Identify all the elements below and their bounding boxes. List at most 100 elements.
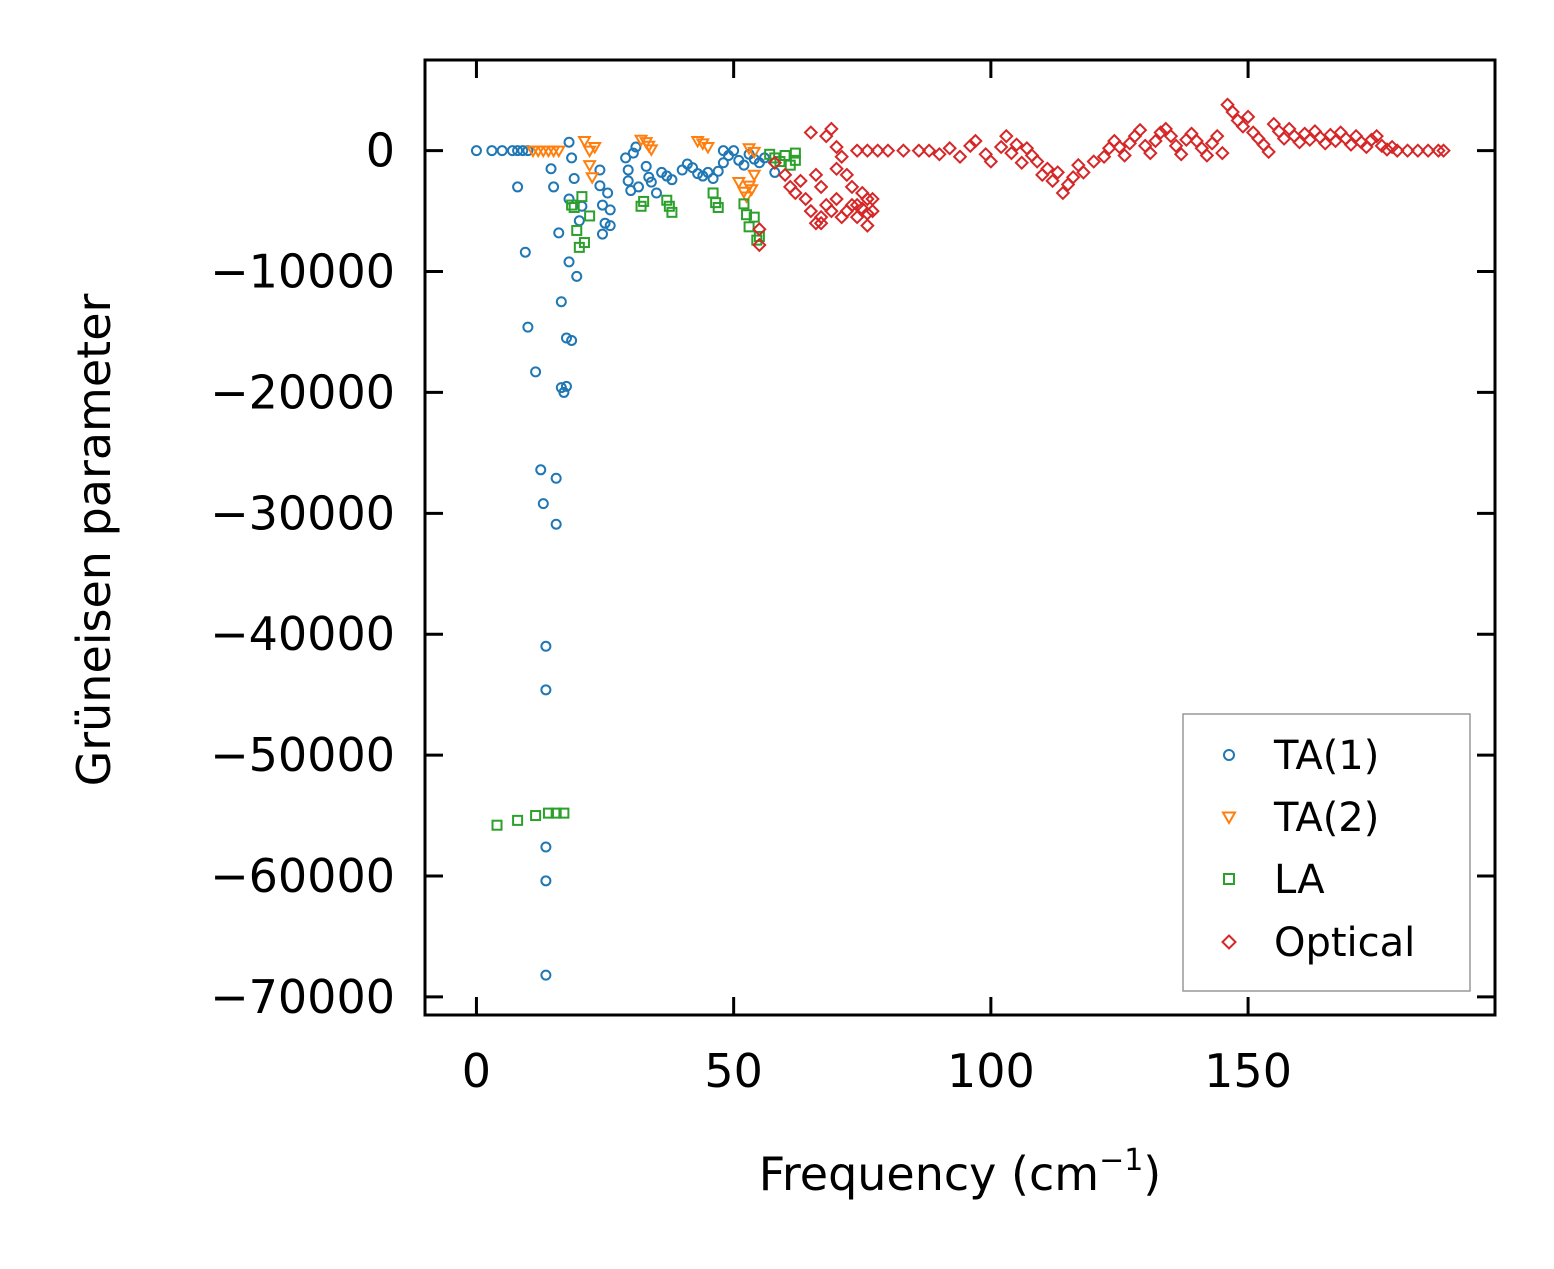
data-point — [738, 198, 750, 210]
data-point — [860, 143, 875, 158]
data-point — [558, 807, 570, 819]
data-point — [1436, 143, 1451, 158]
data-points — [470, 97, 1451, 981]
data-point — [1400, 143, 1415, 158]
data-point — [486, 145, 498, 157]
legend-marker — [1223, 873, 1235, 885]
data-point — [620, 152, 632, 164]
data-point — [741, 143, 757, 156]
legend: TA(1) TA(2) LA Optical — [1182, 713, 1471, 992]
y-tick-label: −20000 — [210, 365, 395, 419]
data-point — [550, 518, 562, 530]
x-tick-label: 50 — [704, 1044, 763, 1098]
data-point — [707, 172, 719, 184]
y-axis-ticks: 0 −10000 −20000 −30000 −40000 −50000 −60000 −70… — [210, 124, 1495, 1024]
data-point — [566, 152, 578, 164]
data-point — [803, 203, 819, 219]
data-point — [587, 141, 602, 155]
plot-frame — [423, 58, 1497, 1017]
data-point — [952, 149, 968, 164]
data-point — [789, 154, 801, 166]
data-point — [506, 145, 518, 157]
data-point — [1055, 185, 1071, 201]
data-point — [1004, 145, 1019, 161]
data-point — [767, 155, 783, 171]
data-point — [942, 140, 957, 156]
data-point — [1168, 138, 1184, 154]
data-point — [803, 125, 819, 140]
data-point — [604, 204, 616, 216]
data-point — [1389, 143, 1405, 158]
data-point — [530, 366, 542, 378]
legend-label: TA(1) — [1273, 733, 1379, 779]
data-point — [551, 145, 566, 159]
data-point — [666, 174, 678, 186]
data-point — [666, 206, 678, 218]
data-point — [999, 128, 1014, 144]
x-axis-ticks: 0 50 100 150 — [462, 60, 1292, 1098]
data-point — [555, 296, 567, 308]
data-point — [829, 139, 844, 155]
data-point — [824, 203, 839, 219]
data-point — [1040, 161, 1055, 177]
legend-marker — [1221, 811, 1237, 826]
data-point — [692, 168, 704, 180]
legend-label: Optical — [1274, 920, 1415, 966]
data-point — [550, 807, 562, 819]
data-point — [519, 246, 531, 258]
data-point — [599, 217, 611, 229]
series-la — [491, 147, 801, 831]
x-tick-label: 100 — [947, 1044, 1035, 1098]
data-point — [1132, 122, 1148, 138]
data-point — [577, 135, 592, 149]
data-point — [1261, 144, 1276, 160]
data-point — [496, 145, 508, 157]
data-point — [512, 814, 524, 826]
data-point — [663, 200, 675, 212]
data-point — [963, 138, 978, 154]
data-point — [695, 138, 710, 151]
data-point — [844, 179, 860, 195]
data-point — [512, 181, 524, 193]
data-point — [829, 191, 844, 207]
data-point — [602, 187, 614, 199]
y-tick-label: 0 — [366, 124, 395, 178]
data-point — [568, 201, 580, 213]
legend-label: TA(2) — [1273, 795, 1379, 841]
data-point — [630, 141, 642, 153]
series-ta-2 — [525, 134, 762, 205]
data-point — [632, 181, 644, 193]
data-point — [566, 334, 578, 346]
data-point — [571, 224, 583, 236]
data-point — [540, 684, 552, 696]
y-tick-label: −50000 — [210, 728, 395, 782]
data-point — [712, 165, 724, 177]
data-point — [1050, 165, 1066, 180]
x-axis-label-end: ) — [1143, 1147, 1161, 1201]
x-axis-label-superscript: −1 — [1099, 1143, 1143, 1178]
data-point — [813, 215, 829, 231]
data-point — [748, 211, 760, 223]
series-ta-1 — [470, 136, 781, 981]
data-point — [932, 147, 947, 162]
data-point — [1215, 145, 1230, 161]
data-point — [777, 167, 793, 183]
data-point — [540, 640, 552, 652]
data-point — [582, 145, 597, 159]
y-tick-label: −10000 — [210, 245, 395, 299]
x-axis-label: Frequency (cm−1) — [759, 1143, 1162, 1201]
data-point — [747, 146, 762, 160]
data-point — [808, 167, 824, 183]
data-point — [1240, 109, 1256, 125]
data-point — [849, 143, 865, 158]
data-point — [839, 167, 855, 183]
data-point — [865, 203, 880, 219]
data-point — [604, 220, 616, 232]
data-point — [550, 472, 562, 484]
data-point — [1431, 143, 1446, 158]
data-point — [622, 164, 634, 176]
data-point — [849, 209, 865, 225]
data-point — [738, 159, 750, 171]
data-point — [1148, 133, 1163, 149]
